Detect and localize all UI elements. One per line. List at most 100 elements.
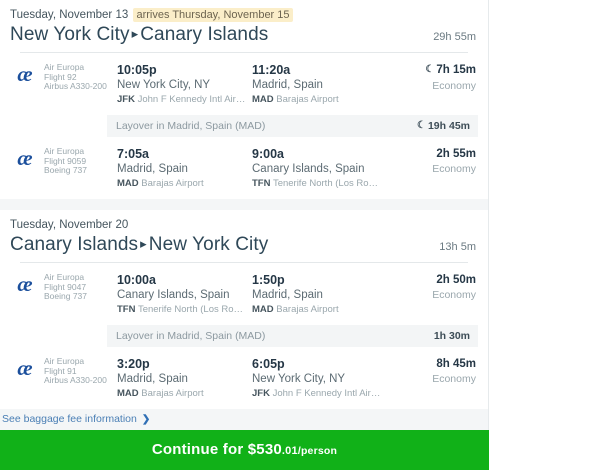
- itinerary-route: Canary Islands ▸ New York City: [10, 234, 268, 256]
- flight-leg[interactable]: æ Air Europa Flight 9047 Boeing 737 10:0…: [0, 263, 488, 325]
- departure-block: 3:20p Madrid, Spain MAD Barajas Airport: [117, 356, 252, 400]
- departure-airport-name: Barajas Airport: [141, 388, 204, 399]
- departure-airport: MAD Barajas Airport: [117, 387, 246, 400]
- departure-block: 7:05a Madrid, Spain MAD Barajas Airport: [117, 146, 252, 190]
- route-destination: Canary Islands: [140, 24, 269, 45]
- leg-duration: 8h 45m: [436, 358, 476, 370]
- cabin-class: Economy: [432, 80, 476, 92]
- departure-city: Madrid, Spain: [117, 163, 188, 175]
- airline-name: Air Europa: [44, 356, 85, 366]
- itinerary-outbound: Tuesday, November 13 arrives Thursday, N…: [0, 0, 488, 199]
- footer-link-row: See baggage fee information ❯: [0, 409, 488, 430]
- departure-time: 7:05a: [117, 147, 149, 161]
- arrival-airport-name: Tenerife North (Los Rodeos...: [272, 178, 381, 189]
- flight-itinerary-page: Tuesday, November 13 arrives Thursday, N…: [0, 0, 489, 470]
- flight-leg[interactable]: æ Air Europa Flight 9059 Boeing 737 7:05…: [0, 137, 488, 199]
- layover-duration-value: 19h 45m: [427, 120, 470, 132]
- continue-label: Continue for $530: [151, 441, 282, 458]
- departure-airport: MAD Barajas Airport: [117, 177, 246, 190]
- arrival-block: 11:20a Madrid, Spain MAD Barajas Airport: [252, 62, 387, 106]
- flight-number: Flight 9059: [44, 155, 87, 166]
- departure-city: Canary Islands, Spain: [117, 289, 230, 301]
- arrow-icon: ▸: [140, 236, 147, 251]
- departure-airport-name: Tenerife North (Los Rodeos...: [137, 304, 246, 315]
- route-destination: New York City: [148, 234, 269, 255]
- arrival-airport: JFK John F Kennedy Intl Airport: [252, 387, 381, 400]
- arrival-airport-name: John F Kennedy Intl Airport: [272, 388, 381, 399]
- itinerary-header: Tuesday, November 20 Canary Islands ▸ New …: [0, 210, 488, 263]
- airline-block: æ Air Europa Flight 91 Airbus A330-200: [10, 356, 117, 386]
- arrival-airport-code: MAD: [252, 304, 274, 315]
- arrival-city: Canary Islands, Spain: [252, 163, 365, 175]
- airline-meta: Air Europa Flight 91 Airbus A330-200: [40, 356, 107, 386]
- header-divider: [20, 262, 468, 263]
- departure-airport-code: MAD: [117, 388, 139, 399]
- layover-row: Layover in Madrid, Spain (MAD) ☾ 19h 45m: [107, 115, 478, 137]
- flight-number: Flight 9047: [44, 281, 87, 292]
- airline-block: æ Air Europa Flight 9059 Boeing 737: [10, 146, 117, 176]
- arrival-city: Madrid, Spain: [252, 289, 323, 301]
- arrival-airport: MAD Barajas Airport: [252, 303, 381, 316]
- flight-number: Flight 91: [44, 365, 77, 376]
- arrival-block: 6:05p New York City, NY JFK John F Kenne…: [252, 356, 387, 400]
- arrival-time: 6:05p: [252, 357, 285, 371]
- arrival-time: 1:50p: [252, 273, 285, 287]
- leg-duration-block: 2h 55m Economy: [387, 146, 478, 176]
- air-europa-logo-icon: æ: [17, 61, 33, 86]
- departure-airport-name: John F Kennedy Intl Airport: [137, 94, 246, 105]
- header-divider: [20, 52, 468, 53]
- itinerary-header: Tuesday, November 13 arrives Thursday, N…: [0, 0, 488, 53]
- departure-airport: TFN Tenerife North (Los Rodeos...: [117, 303, 246, 316]
- cabin-class: Economy: [432, 373, 476, 385]
- aircraft-type: Boeing 737: [44, 165, 88, 175]
- arrival-airport: TFN Tenerife North (Los Rodeos...: [252, 177, 381, 190]
- leg-duration-block: ☾ 7h 15m Economy: [387, 62, 478, 93]
- airline-name: Air Europa: [44, 62, 85, 72]
- departure-city: New York City, NY: [117, 79, 211, 91]
- cabin-class: Economy: [432, 289, 476, 301]
- arrival-city: New York City, NY: [252, 373, 346, 385]
- departure-time: 3:20p: [117, 357, 150, 371]
- flight-leg[interactable]: æ Air Europa Flight 92 Airbus A330-200 1…: [0, 53, 488, 115]
- continue-per-person: /person: [297, 445, 338, 457]
- cabin-class: Economy: [432, 163, 476, 175]
- airline-block: æ Air Europa Flight 9047 Boeing 737: [10, 272, 117, 302]
- leg-duration-value: 7h 15m: [436, 64, 476, 76]
- leg-duration-block: 2h 50m Economy: [387, 272, 478, 302]
- layover-duration: 1h 30m: [433, 330, 470, 342]
- itinerary-route-row: New York City ▸ Canary Islands 29h 55m: [10, 23, 478, 52]
- flight-leg[interactable]: æ Air Europa Flight 91 Airbus A330-200 3…: [0, 347, 488, 409]
- departure-date: Tuesday, November 13: [10, 9, 129, 21]
- arrives-badge: arrives Thursday, November 15: [133, 8, 293, 22]
- departure-airport-code: MAD: [117, 178, 139, 189]
- airline-name: Air Europa: [44, 146, 85, 156]
- departure-airport-name: Barajas Airport: [141, 178, 204, 189]
- departure-time: 10:05p: [117, 63, 157, 77]
- layover-row: Layover in Madrid, Spain (MAD) 1h 30m: [107, 325, 478, 347]
- departure-block: 10:00a Canary Islands, Spain TFN Tenerif…: [117, 272, 252, 316]
- itinerary-dateline: Tuesday, November 20: [10, 218, 478, 233]
- departure-airport-code: TFN: [117, 304, 136, 315]
- layover-duration: ☾ 19h 45m: [417, 120, 470, 132]
- arrival-time: 11:20a: [252, 63, 291, 77]
- arrival-block: 9:00a Canary Islands, Spain TFN Tenerife…: [252, 146, 387, 190]
- arrival-airport-name: Barajas Airport: [276, 304, 339, 315]
- airline-meta: Air Europa Flight 92 Airbus A330-200: [40, 62, 107, 92]
- arrival-airport-code: TFN: [252, 178, 271, 189]
- baggage-fee-link[interactable]: See baggage fee information: [2, 413, 137, 425]
- route-origin: New York City: [10, 24, 130, 45]
- layover-text: Layover in Madrid, Spain (MAD): [116, 330, 266, 342]
- layover-text: Layover in Madrid, Spain (MAD): [116, 120, 266, 132]
- arrival-airport-name: Barajas Airport: [276, 94, 339, 105]
- itinerary-return: Tuesday, November 20 Canary Islands ▸ New …: [0, 210, 488, 409]
- moon-icon: ☾: [425, 64, 435, 75]
- arrival-airport: MAD Barajas Airport: [252, 93, 381, 106]
- leg-duration: 2h 55m: [436, 148, 476, 160]
- airline-meta: Air Europa Flight 9059 Boeing 737: [40, 146, 87, 176]
- continue-button[interactable]: Continue for $530.01/person: [0, 430, 489, 470]
- itinerary-separator: [0, 199, 488, 210]
- arrival-block: 1:50p Madrid, Spain MAD Barajas Airport: [252, 272, 387, 316]
- departure-time: 10:00a: [117, 273, 156, 287]
- air-europa-logo-icon: æ: [17, 355, 33, 380]
- chevron-right-icon: ❯: [141, 413, 151, 425]
